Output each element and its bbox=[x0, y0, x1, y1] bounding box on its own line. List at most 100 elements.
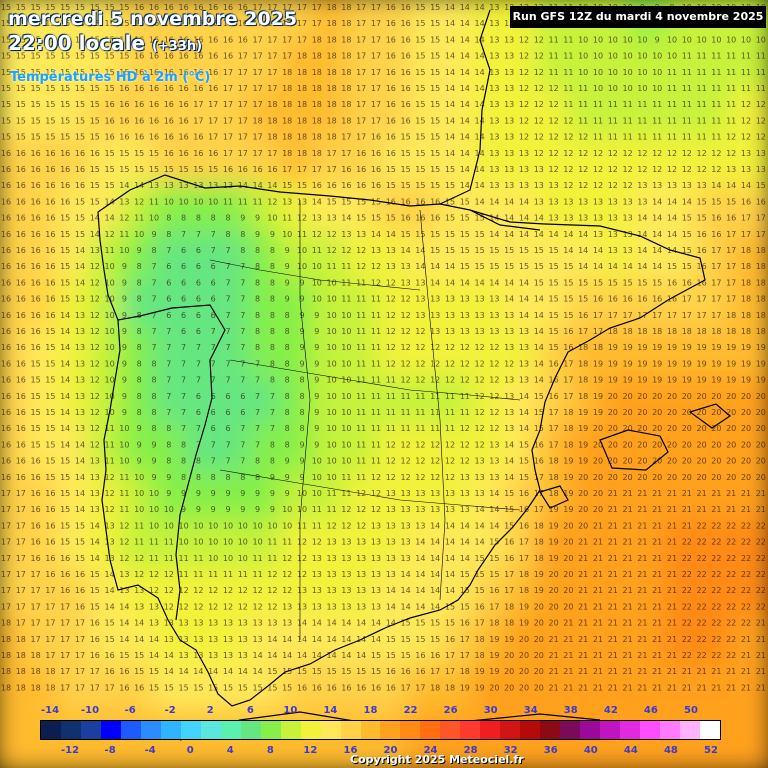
grid-value: 15 bbox=[90, 3, 100, 12]
legend-swatch bbox=[120, 721, 141, 739]
grid-value: 18 bbox=[756, 311, 766, 320]
grid-value: 15 bbox=[341, 667, 351, 676]
grid-value: 11 bbox=[356, 343, 366, 352]
grid-value: 8 bbox=[285, 327, 290, 336]
grid-value: 20 bbox=[667, 457, 677, 466]
legend-tick-label: 18 bbox=[363, 705, 378, 716]
grid-value: 9 bbox=[255, 489, 260, 498]
grid-value: 16 bbox=[45, 197, 55, 206]
grid-value: 11 bbox=[711, 133, 721, 142]
grid-value: 13 bbox=[179, 635, 189, 644]
grid-value: 18 bbox=[341, 3, 351, 12]
grid-value: 12 bbox=[119, 538, 129, 547]
grid-value: 17 bbox=[253, 149, 263, 158]
grid-value: 11 bbox=[223, 570, 233, 579]
grid-value: 16 bbox=[563, 343, 573, 352]
grid-value: 17 bbox=[16, 554, 26, 563]
grid-value: 12 bbox=[90, 343, 100, 352]
grid-value: 11 bbox=[578, 100, 588, 109]
grid-value: 13 bbox=[549, 197, 559, 206]
grid-value: 16 bbox=[45, 505, 55, 514]
grid-value: 22 bbox=[756, 538, 766, 547]
grid-value: 16 bbox=[193, 84, 203, 93]
grid-value: 22 bbox=[726, 619, 736, 628]
grid-value: 15 bbox=[164, 165, 174, 174]
legend-tick-label: 48 bbox=[663, 745, 678, 756]
grid-value: 10 bbox=[297, 246, 307, 255]
grid-value: 19 bbox=[475, 683, 485, 692]
grid-value: 15 bbox=[75, 230, 85, 239]
grid-value: 18 bbox=[637, 327, 647, 336]
grid-value: 14 bbox=[460, 278, 470, 287]
grid-value: 13 bbox=[489, 35, 499, 44]
grid-value: 10 bbox=[623, 52, 633, 61]
grid-value: 10 bbox=[697, 35, 707, 44]
grid-value: 16 bbox=[16, 376, 26, 385]
grid-value: 14 bbox=[519, 392, 529, 401]
legend-tick-label: -8 bbox=[104, 745, 116, 756]
grid-value: 10 bbox=[341, 440, 351, 449]
grid-value: 12 bbox=[297, 538, 307, 547]
grid-value: 20 bbox=[726, 424, 736, 433]
grid-value: 15 bbox=[60, 3, 70, 12]
grid-value: 7 bbox=[211, 440, 216, 449]
grid-value: 18 bbox=[1, 619, 11, 628]
grid-value: 16 bbox=[401, 667, 411, 676]
grid-value: 18 bbox=[282, 133, 292, 142]
grid-value: 9 bbox=[299, 311, 304, 320]
grid-value: 13 bbox=[460, 489, 470, 498]
grid-value: 17 bbox=[1, 554, 11, 563]
grid-value: 19 bbox=[711, 359, 721, 368]
grid-value: 15 bbox=[105, 181, 115, 190]
grid-value: 12 bbox=[489, 343, 499, 352]
grid-value: 19 bbox=[489, 635, 499, 644]
grid-value: 14 bbox=[460, 68, 470, 77]
grid-value: 13 bbox=[489, 68, 499, 77]
grid-value: 15 bbox=[60, 538, 70, 547]
grid-value: 14 bbox=[445, 52, 455, 61]
grid-value: 15 bbox=[445, 181, 455, 190]
grid-value: 12 bbox=[726, 133, 736, 142]
grid-value: 12 bbox=[253, 586, 263, 595]
grid-value: 14 bbox=[415, 554, 425, 563]
grid-value: 14 bbox=[327, 619, 337, 628]
grid-value: 10 bbox=[327, 311, 337, 320]
grid-value: 16 bbox=[16, 473, 26, 482]
grid-value: 7 bbox=[151, 295, 156, 304]
grid-value: 18 bbox=[504, 602, 514, 611]
pyrenees-border bbox=[469, 209, 541, 231]
grid-value: 9 bbox=[314, 376, 319, 385]
grid-value: 7 bbox=[240, 311, 245, 320]
grid-value: 12 bbox=[401, 376, 411, 385]
grid-value: 16 bbox=[741, 197, 751, 206]
grid-value: 15 bbox=[401, 651, 411, 660]
grid-value: 8 bbox=[255, 343, 260, 352]
grid-value: 21 bbox=[682, 683, 692, 692]
grid-value: 19 bbox=[711, 343, 721, 352]
grid-value: 14 bbox=[105, 570, 115, 579]
grid-value: 10 bbox=[208, 554, 218, 563]
grid-value: 16 bbox=[386, 683, 396, 692]
grid-value: 15 bbox=[45, 3, 55, 12]
grid-value: 13 bbox=[475, 327, 485, 336]
grid-value: 16 bbox=[179, 35, 189, 44]
grid-value: 20 bbox=[593, 424, 603, 433]
grid-value: 17 bbox=[726, 278, 736, 287]
grid-value: 12 bbox=[90, 327, 100, 336]
grid-value: 15 bbox=[460, 246, 470, 255]
grid-value: 13 bbox=[726, 165, 736, 174]
grid-value: 21 bbox=[593, 619, 603, 628]
grid-value: 18 bbox=[282, 100, 292, 109]
grid-value: 8 bbox=[270, 246, 275, 255]
grid-value: 14 bbox=[312, 635, 322, 644]
grid-value: 12 bbox=[475, 424, 485, 433]
grid-value: 18 bbox=[16, 667, 26, 676]
grid-value: 16 bbox=[105, 100, 115, 109]
grid-value: 10 bbox=[134, 489, 144, 498]
grid-value: 16 bbox=[223, 35, 233, 44]
grid-value: 11 bbox=[208, 570, 218, 579]
copyright-notice: Copyright 2025 Meteociel.fr bbox=[350, 753, 524, 766]
grid-value: 22 bbox=[711, 554, 721, 563]
grid-value: 15 bbox=[534, 392, 544, 401]
grid-value: 20 bbox=[534, 651, 544, 660]
